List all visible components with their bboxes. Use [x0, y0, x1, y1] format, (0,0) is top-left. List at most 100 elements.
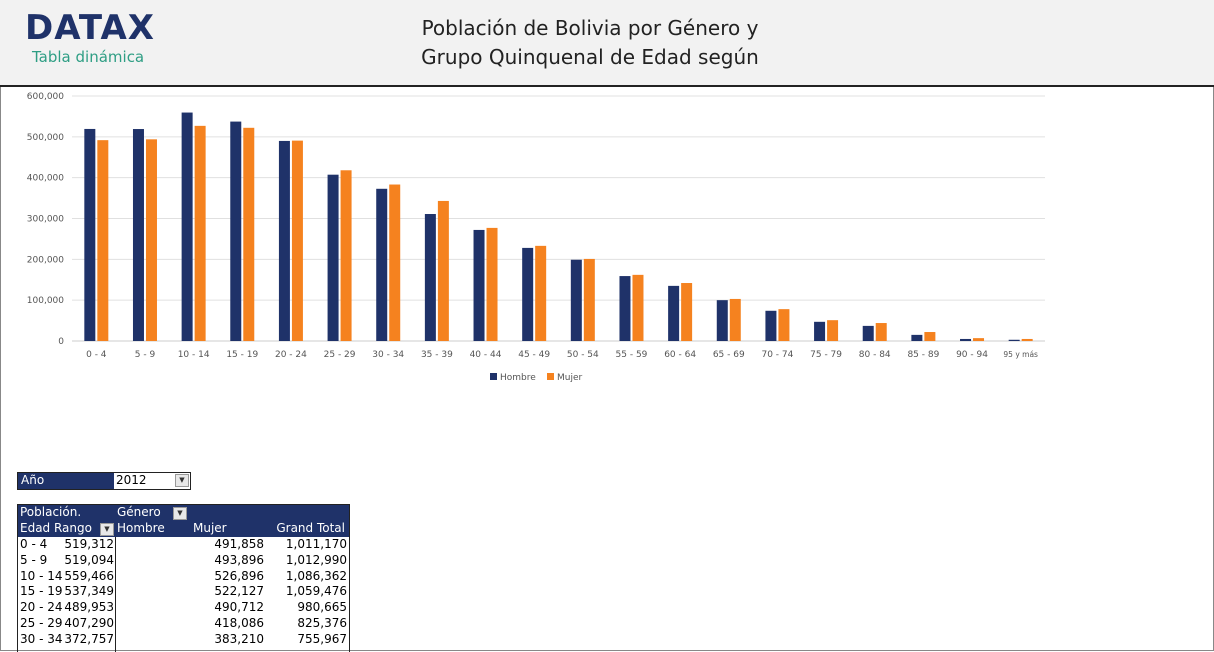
page-title: Población de Bolivia por Género y Grupo Q… — [350, 14, 830, 72]
x-tick-label: 75 - 79 — [810, 350, 842, 360]
x-tick-label: 55 - 59 — [616, 350, 648, 360]
x-tick-label: 35 - 39 — [421, 350, 453, 360]
year-filter[interactable]: Año 2012 ▼ — [17, 472, 191, 490]
x-tick-label: 30 - 34 — [372, 350, 404, 360]
y-tick-label: 400,000 — [27, 174, 64, 184]
table-row: 15 - 19 537,349 522,127 1,059,476 — [18, 584, 349, 600]
bar-mujer — [145, 139, 157, 341]
table-cell: 0 - 4 — [20, 537, 48, 551]
table-cell: 15 - 19 — [20, 584, 63, 599]
table-row: 25 - 29 407,290 418,086 825,376 — [18, 616, 349, 632]
title-line-1: Población de Bolivia por Género y — [421, 16, 759, 40]
table-row: 10 - 14 559,466 526,896 1,086,362 — [18, 569, 349, 585]
bar-hombre — [424, 214, 436, 341]
bar-mujer — [291, 140, 303, 341]
x-tick-label: 95 y más — [1003, 350, 1038, 359]
table-cell: 489,953 — [64, 600, 114, 615]
bar-hombre — [668, 285, 680, 341]
legend-label: Hombre — [500, 373, 536, 383]
bar-hombre — [376, 188, 388, 341]
bar-mujer — [583, 258, 595, 341]
x-tick-label: 0 - 4 — [86, 350, 107, 360]
table-row: 30 - 34 372,757 383,210 755,967 — [18, 632, 349, 648]
pivot-table: Población. Género ▼ Edad Rango ▼ Hombre Mujer… — [17, 504, 350, 652]
bar-hombre — [181, 112, 193, 341]
x-tick-label: 70 - 74 — [761, 350, 793, 360]
table-cell: 526,896 — [214, 568, 264, 583]
table-cell: 1,011,170 — [285, 537, 347, 551]
table-cell: 25 - 29 — [20, 615, 63, 630]
pivot-header-row-1: Población. Género ▼ — [18, 505, 349, 521]
bar-mujer — [97, 140, 109, 341]
bar-mujer — [486, 227, 498, 341]
bar-chart: 0 100,000 200,000 300,000 400,000 500,000 600,… — [27, 92, 1045, 383]
edad-rango-header: Edad Rango — [20, 521, 92, 535]
header: DATAX Tabla dinámica Población de Bolivi… — [0, 0, 1214, 87]
logo-subtitle: Tabla dinámica — [32, 48, 145, 66]
legend-label: Mujer — [557, 373, 583, 383]
y-tick-label: 0 — [58, 337, 64, 347]
x-tick-label: 20 - 24 — [275, 350, 307, 360]
x-tick-label: 65 - 69 — [713, 350, 745, 360]
x-tick-label: 80 - 84 — [859, 350, 891, 360]
legend-swatch — [490, 373, 497, 380]
table-cell: 519,094 — [64, 552, 114, 567]
bar-mujer — [778, 309, 790, 341]
x-tick-label: 5 - 9 — [135, 350, 156, 360]
table-cell: 383,210 — [214, 631, 264, 646]
year-filter-label: Año — [18, 473, 114, 489]
table-cell: 407,290 — [64, 615, 114, 630]
table-cell: 372,757 — [64, 631, 114, 646]
bar-mujer — [1021, 338, 1033, 341]
table-cell: 490,712 — [214, 600, 264, 615]
year-filter-value: 2012 — [116, 473, 147, 487]
divider — [115, 505, 116, 652]
bar-hombre — [911, 334, 923, 341]
bar-mujer — [973, 338, 985, 341]
bar-mujer — [632, 274, 644, 341]
bar-mujer — [875, 323, 887, 341]
x-tick-label: 90 - 94 — [956, 350, 988, 360]
bar-mujer — [340, 170, 352, 341]
bar-hombre — [619, 276, 631, 341]
table-cell: 1,012,990 — [285, 552, 347, 567]
table-row: 0 - 4 519,312 491,858 1,011,170 — [18, 537, 349, 553]
bar-mujer — [681, 283, 693, 341]
x-tick-label: 50 - 54 — [567, 350, 599, 360]
datax-logo: DATAX — [25, 8, 155, 48]
table-cell: 20 - 24 — [20, 600, 63, 615]
x-tick-label: 25 - 29 — [324, 350, 356, 360]
genero-header: Género — [117, 505, 161, 519]
x-tick-label: 10 - 14 — [178, 350, 210, 360]
y-tick-label: 600,000 — [27, 92, 64, 102]
bar-mujer — [729, 298, 741, 341]
pivot-header-row-2: Edad Rango ▼ Hombre Mujer Grand Total — [18, 521, 349, 537]
genero-dropdown-icon[interactable]: ▼ — [173, 507, 187, 520]
table-cell: 491,858 — [214, 537, 264, 551]
bar-hombre — [814, 321, 826, 341]
table-cell: 5 - 9 — [20, 552, 48, 567]
bar-hombre — [570, 259, 582, 341]
table-cell: 559,466 — [64, 568, 114, 583]
bar-hombre — [278, 140, 290, 341]
x-tick-label: 45 - 49 — [518, 350, 550, 360]
x-tick-label: 15 - 19 — [226, 350, 258, 360]
bar-hombre — [522, 247, 534, 341]
table-cell: 10 - 14 — [20, 568, 63, 583]
bar-mujer — [437, 200, 449, 341]
x-tick-label: 60 - 64 — [664, 350, 696, 360]
bar-hombre — [132, 129, 144, 341]
bar-mujer — [194, 125, 206, 341]
bar-hombre — [1008, 339, 1020, 341]
filter-icon[interactable]: ▼ — [175, 474, 189, 487]
table-cell: 537,349 — [64, 584, 114, 599]
bar-hombre — [765, 310, 777, 341]
edad-dropdown-icon[interactable]: ▼ — [100, 523, 114, 536]
bar-mujer — [827, 320, 839, 341]
bar-mujer — [535, 245, 547, 341]
bar-hombre — [230, 121, 242, 341]
table-cell: 980,665 — [297, 600, 347, 615]
table-cell: 825,376 — [297, 615, 347, 630]
y-tick-label: 100,000 — [27, 296, 64, 306]
table-row: 20 - 24 489,953 490,712 980,665 — [18, 600, 349, 616]
